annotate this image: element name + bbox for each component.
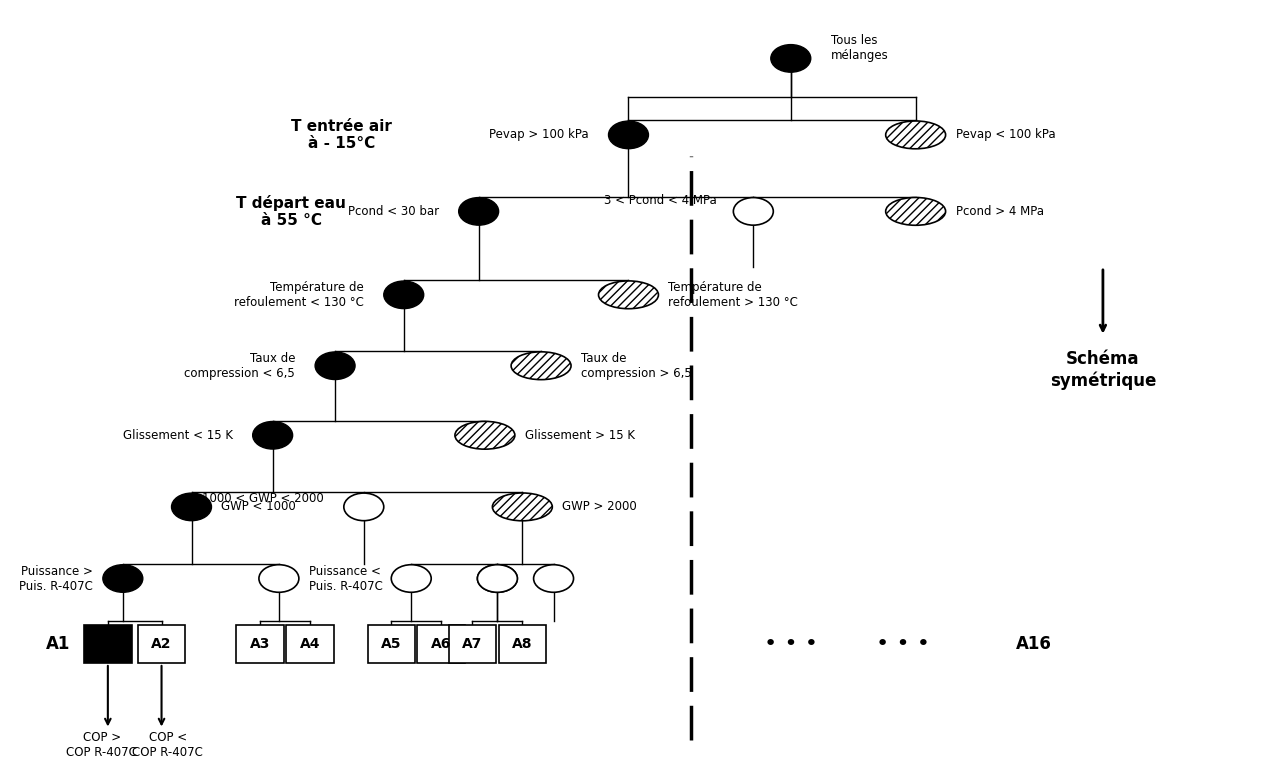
Ellipse shape (771, 44, 810, 72)
Text: GWP > 2000: GWP > 2000 (562, 500, 637, 513)
Text: A5: A5 (380, 637, 402, 651)
Text: A6: A6 (431, 637, 451, 651)
Ellipse shape (478, 565, 517, 592)
Text: • • •: • • • (763, 634, 818, 653)
Ellipse shape (598, 281, 658, 309)
Text: 3 < Pcond < 4 MPa: 3 < Pcond < 4 MPa (605, 195, 718, 207)
Bar (498, 625, 547, 663)
Ellipse shape (259, 565, 299, 592)
Text: Glissement < 15 K: Glissement < 15 K (123, 429, 233, 442)
Ellipse shape (511, 352, 571, 380)
Text: T entrée air
à - 15°C: T entrée air à - 15°C (290, 119, 392, 151)
Text: COP >
COP R-407C: COP > COP R-407C (66, 732, 137, 759)
Text: Pevap < 100 kPa: Pevap < 100 kPa (956, 128, 1055, 141)
Ellipse shape (316, 352, 355, 380)
Text: 1000 < GWP < 2000: 1000 < GWP < 2000 (202, 492, 323, 505)
Ellipse shape (733, 198, 773, 225)
Ellipse shape (252, 422, 293, 449)
Text: Puissance >
Puis. R-407C: Puissance > Puis. R-407C (19, 565, 93, 592)
Text: Température de
refoulement < 130 °C: Température de refoulement < 130 °C (233, 281, 364, 309)
Text: Température de
refoulement > 130 °C: Température de refoulement > 130 °C (668, 281, 799, 309)
Text: A8: A8 (512, 637, 533, 651)
Ellipse shape (885, 121, 946, 149)
Ellipse shape (478, 565, 517, 592)
Ellipse shape (384, 281, 424, 308)
Text: A3: A3 (250, 637, 270, 651)
Ellipse shape (885, 197, 946, 225)
Text: T départ eau
à 55 °C: T départ eau à 55 °C (236, 195, 346, 228)
Text: A7: A7 (463, 637, 483, 651)
Text: Pcond > 4 MPa: Pcond > 4 MPa (956, 205, 1044, 218)
Text: A2: A2 (151, 637, 171, 651)
Text: Schéma
symétrique: Schéma symétrique (1050, 351, 1156, 390)
Bar (236, 625, 284, 663)
Ellipse shape (492, 493, 553, 521)
Bar (417, 625, 465, 663)
Ellipse shape (344, 493, 384, 521)
Bar (368, 625, 415, 663)
Ellipse shape (103, 565, 143, 592)
Text: Puissance <
Puis. R-407C: Puissance < Puis. R-407C (309, 565, 383, 592)
Text: A4: A4 (299, 637, 321, 651)
Text: A1: A1 (46, 635, 70, 653)
Ellipse shape (534, 565, 573, 592)
Ellipse shape (459, 198, 498, 225)
Text: Tous les
mélanges: Tous les mélanges (831, 34, 889, 62)
Bar (84, 625, 132, 663)
Text: • • •: • • • (876, 634, 931, 653)
Text: Taux de
compression > 6,5: Taux de compression > 6,5 (581, 352, 692, 380)
Ellipse shape (609, 121, 648, 149)
Text: Glissement > 15 K: Glissement > 15 K (525, 429, 635, 442)
Bar (138, 625, 185, 663)
Bar (449, 625, 496, 663)
Text: A16: A16 (1016, 635, 1051, 653)
Text: Pevap > 100 kPa: Pevap > 100 kPa (489, 128, 588, 141)
Ellipse shape (171, 493, 212, 521)
Ellipse shape (392, 565, 431, 592)
Text: Taux de
compression < 6,5: Taux de compression < 6,5 (184, 352, 295, 380)
Text: Pcond < 30 bar: Pcond < 30 bar (347, 205, 439, 218)
Text: COP <
COP R-407C: COP < COP R-407C (132, 732, 203, 759)
Bar (287, 625, 333, 663)
Text: GWP < 1000: GWP < 1000 (222, 500, 297, 513)
Ellipse shape (455, 421, 515, 449)
